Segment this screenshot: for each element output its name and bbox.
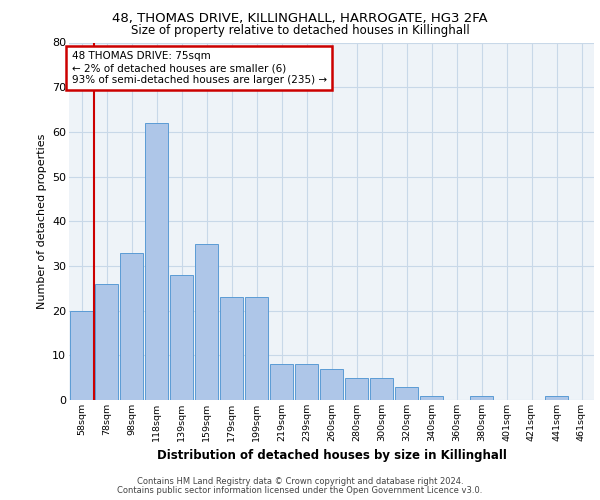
Bar (470, 396, 493, 400)
Text: 48, THOMAS DRIVE, KILLINGHALL, HARROGATE, HG3 2FA: 48, THOMAS DRIVE, KILLINGHALL, HARROGATE… (112, 12, 488, 25)
Bar (70, 310, 94, 400)
X-axis label: Distribution of detached houses by size in Killinghall: Distribution of detached houses by size … (157, 450, 506, 462)
Bar (119, 252, 143, 400)
Text: 48 THOMAS DRIVE: 75sqm
← 2% of detached houses are smaller (6)
93% of semi-detac: 48 THOMAS DRIVE: 75sqm ← 2% of detached … (71, 52, 327, 84)
Y-axis label: Number of detached properties: Number of detached properties (37, 134, 47, 309)
Bar (269, 364, 293, 400)
Text: Contains HM Land Registry data © Crown copyright and database right 2024.: Contains HM Land Registry data © Crown c… (137, 477, 463, 486)
Bar (344, 378, 368, 400)
Bar (545, 396, 568, 400)
Text: Contains public sector information licensed under the Open Government Licence v3: Contains public sector information licen… (118, 486, 482, 495)
Bar (295, 364, 319, 400)
Bar (145, 123, 169, 400)
Bar (245, 297, 268, 400)
Bar (95, 284, 118, 400)
Bar (370, 378, 394, 400)
Bar (220, 297, 244, 400)
Text: Size of property relative to detached houses in Killinghall: Size of property relative to detached ho… (131, 24, 469, 37)
Bar (170, 275, 193, 400)
Bar (320, 368, 343, 400)
Bar (419, 396, 443, 400)
Bar (194, 244, 218, 400)
Bar (395, 386, 418, 400)
